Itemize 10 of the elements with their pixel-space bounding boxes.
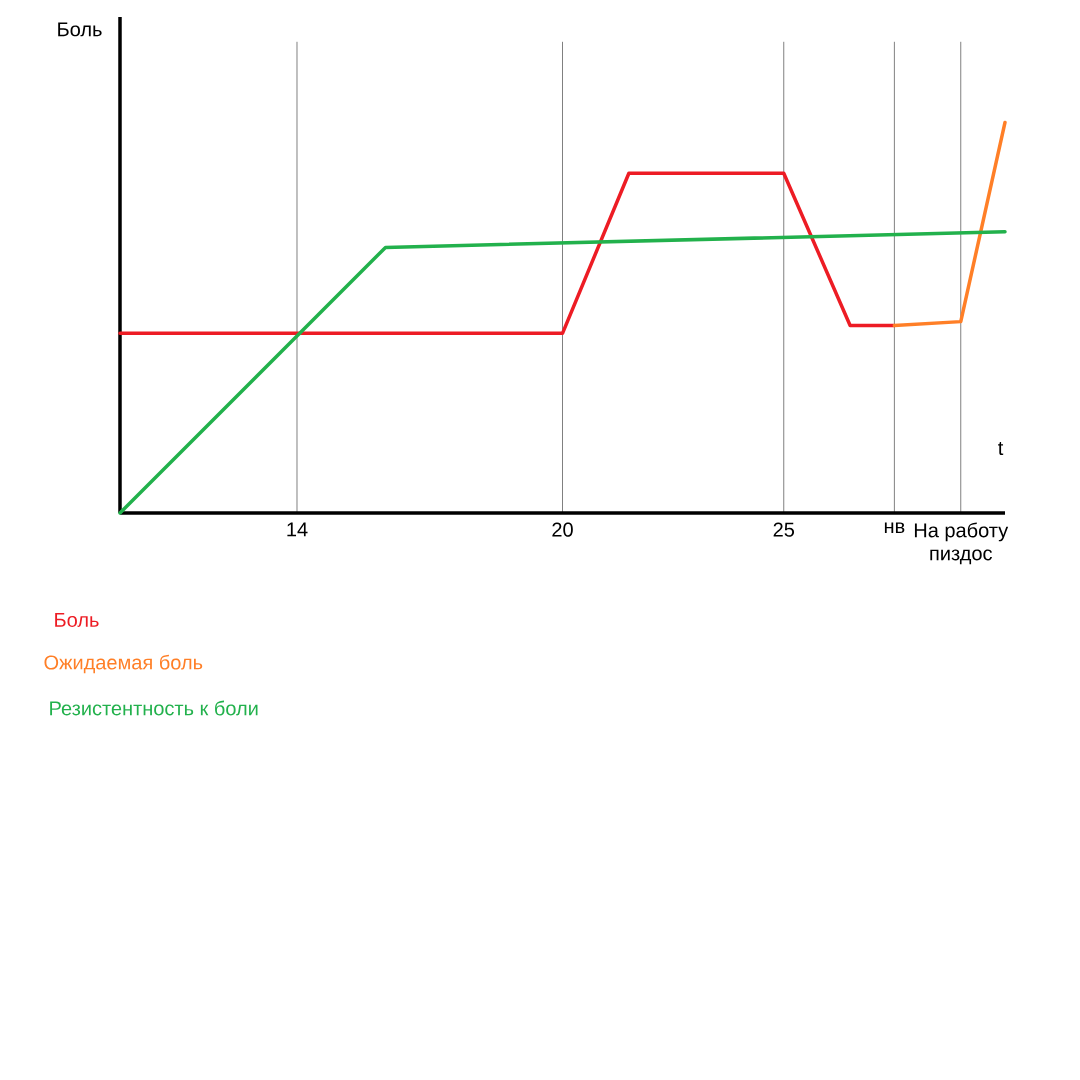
- text: Боль: [55, 613, 99, 627]
- x-axis-title: t: [998, 441, 1004, 456]
- x-tick-label: 14: [287, 522, 308, 537]
- x-tick-label: нв: [884, 522, 905, 534]
- y-axis-title: Боль: [58, 22, 102, 37]
- x-tick-label: На работу пиздос: [914, 522, 1009, 565]
- text: Ожидаемая боль: [44, 654, 203, 674]
- text: Резистентность к боли: [50, 700, 258, 716]
- x-tick-label: 25: [773, 522, 795, 537]
- x-tick-label: 20: [552, 522, 573, 537]
